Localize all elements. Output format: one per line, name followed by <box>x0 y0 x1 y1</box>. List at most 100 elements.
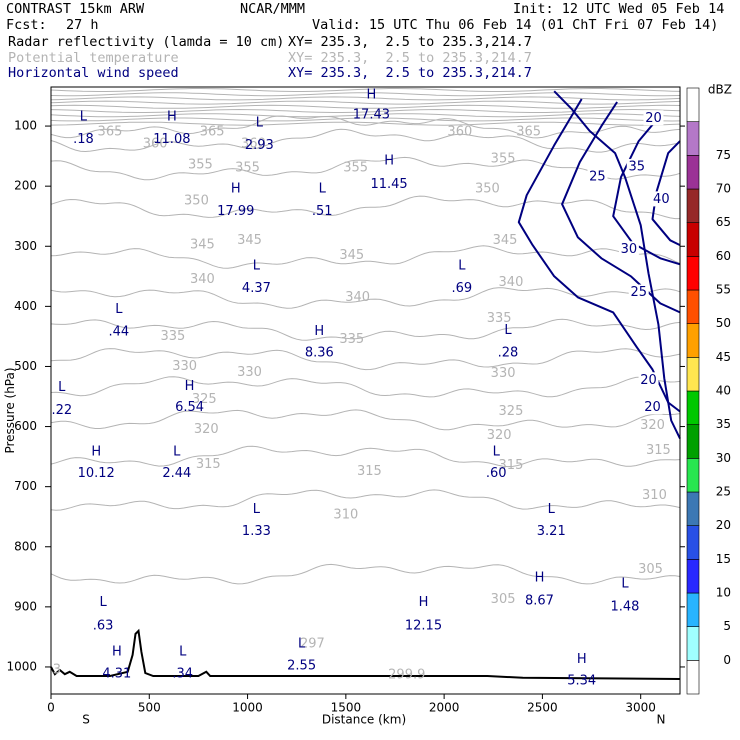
extremum-low-symbol: L <box>548 502 556 517</box>
colorbar-label: 40 <box>716 384 731 398</box>
theta-label: 330 <box>237 365 262 380</box>
extremum-value: .51 <box>312 204 333 219</box>
theta-label: 305 <box>491 592 516 607</box>
theta-contour-355 <box>50 156 681 181</box>
theta-label: 345 <box>237 233 262 248</box>
plot-frame <box>50 86 681 695</box>
extremum-value: .34 <box>172 667 193 682</box>
extremum-low-symbol: L <box>458 259 466 274</box>
theta-label: 360 <box>447 125 472 140</box>
extremum-value: 4.31 <box>102 667 131 682</box>
center-label: NCAR/MMM <box>240 1 306 17</box>
y-tick-label: 600 <box>14 419 37 433</box>
colorbar-swatch <box>686 357 700 392</box>
forecast-hour: 27 h <box>66 17 99 33</box>
theta-label: 305 <box>638 562 663 577</box>
theta-label: 310 <box>642 488 667 503</box>
colorbar-swatch <box>686 121 700 156</box>
theta-contour-305 <box>50 563 681 585</box>
colorbar-label: 75 <box>716 148 731 162</box>
y-tick-label: 300 <box>14 239 37 253</box>
theta-label: 315 <box>196 457 221 472</box>
extremum-value: 11.45 <box>370 177 407 192</box>
theta-contour-335 <box>50 318 681 341</box>
x-end-label-left: S <box>82 713 90 727</box>
theta-label: 335 <box>339 332 364 347</box>
y-tick-label: 1000 <box>6 659 37 673</box>
colorbar-label: 5 <box>723 619 731 633</box>
model-title: CONTRAST 15km ARW <box>6 1 145 17</box>
extremum-value: 10.12 <box>78 466 115 481</box>
colorbar-label: 15 <box>716 552 731 566</box>
extremum-value: 1.33 <box>242 524 271 539</box>
extremum-low-symbol: L <box>298 637 306 652</box>
extremum-value: .28 <box>498 346 519 361</box>
colorbar-label: 0 <box>723 653 731 667</box>
theta-contour-310 <box>50 489 681 511</box>
colorbar-swatch <box>686 525 700 560</box>
colorbar-swatch <box>686 323 700 358</box>
extremum-low-symbol: L <box>319 182 327 197</box>
field-label-theta: Potential temperature <box>8 50 179 66</box>
extremum-low-symbol: L <box>253 502 261 517</box>
axes: 1002003004005006007008009001000Pressure … <box>3 119 685 727</box>
wind-label-bg <box>643 110 664 126</box>
extremum-high-symbol: H <box>314 324 324 339</box>
x-axis-label: Distance (km) <box>322 713 406 727</box>
wind-contour-35 <box>612 119 681 266</box>
colorbar-swatch <box>686 491 700 526</box>
wind-label-bg <box>626 158 647 174</box>
colorbar-swatch <box>686 87 700 122</box>
colorbar-swatch <box>686 390 700 425</box>
theta-label: 325 <box>192 392 217 407</box>
wind-contour-20 <box>553 90 681 440</box>
extremum-low-symbol: L <box>173 444 181 459</box>
theta-label: 345 <box>493 233 518 248</box>
extremum-low-symbol: L <box>253 259 261 274</box>
theta-contour-320 <box>50 409 681 431</box>
extremum-high-symbol: H <box>167 110 177 125</box>
y-tick-label: 900 <box>14 599 37 613</box>
y-axis-label: Pressure (hPa) <box>3 367 17 453</box>
x-tick-label: 0 <box>47 701 55 715</box>
wind-label: 20 <box>640 373 657 388</box>
wind-label-bg <box>638 372 659 388</box>
theta-label: 355 <box>491 152 516 167</box>
wind-label: 40 <box>653 192 670 207</box>
wind-label: 20 <box>644 400 661 415</box>
theta-label: 345 <box>190 238 215 253</box>
wind-label-bg <box>587 169 608 185</box>
theta-label: 340 <box>345 290 370 305</box>
theta-label: 315 <box>646 443 671 458</box>
colorbar-swatch <box>686 289 700 324</box>
theta-label: 320 <box>640 418 665 433</box>
theta-label: 299.9 <box>388 667 425 682</box>
extremum-low-symbol: L <box>58 380 66 395</box>
theta-contour-315 <box>50 445 681 468</box>
y-tick-label: 800 <box>14 539 37 553</box>
extremum-value: 3.21 <box>537 524 566 539</box>
theta-label: 365 <box>98 125 123 140</box>
extremum-low-symbol: L <box>179 644 187 659</box>
extremum-high-symbol: H <box>112 644 122 659</box>
extremum-value: 4.37 <box>242 281 271 296</box>
extremum-low-symbol: L <box>493 444 501 459</box>
extremum-value: 11.08 <box>153 132 190 147</box>
y-tick-label: 100 <box>14 119 37 133</box>
x-tick-label: 2500 <box>527 701 558 715</box>
colorbar-label: 70 <box>716 182 731 196</box>
colorbar-swatch <box>686 660 700 695</box>
extremum-high-symbol: H <box>231 182 241 197</box>
init-time: Init: 12 UTC Wed 05 Feb 14 <box>513 1 725 17</box>
extremum-low-symbol: L <box>115 302 123 317</box>
y-tick-label: 200 <box>14 179 37 193</box>
theta-label: 355 <box>343 161 368 176</box>
extremum-value: 17.43 <box>353 108 390 123</box>
colorbar-label: 25 <box>716 485 731 499</box>
wind-label: 25 <box>589 170 606 185</box>
wind-label-bg <box>618 241 639 257</box>
extremum-high-symbol: H <box>577 652 587 667</box>
colorbar-label: 60 <box>716 249 731 263</box>
terrain <box>50 628 681 680</box>
